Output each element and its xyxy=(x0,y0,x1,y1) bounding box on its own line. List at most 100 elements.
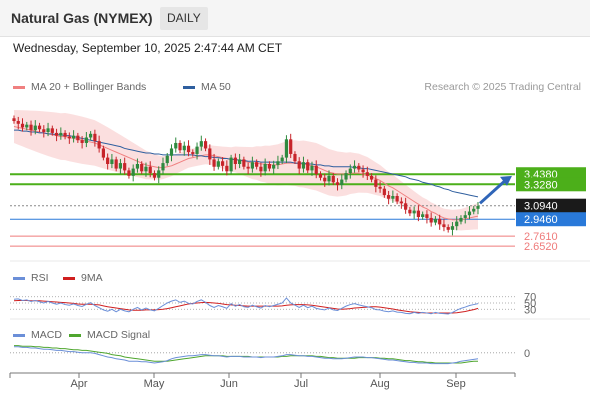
level-tag-2 xyxy=(516,198,586,213)
rsi-legend-label-0: RSI xyxy=(31,272,49,284)
labels: MA 20 + Bollinger Bands MA 50 Research © 2… xyxy=(13,81,586,390)
rsi-legend-swatch-0 xyxy=(13,277,25,280)
candle-body xyxy=(259,166,263,172)
candle-body xyxy=(395,196,399,202)
x-tick-label-2: Jun xyxy=(220,378,238,390)
candle-body xyxy=(331,175,335,183)
candle-body xyxy=(369,175,374,180)
candle-body xyxy=(127,170,131,176)
candle-body xyxy=(250,162,254,169)
candle-body xyxy=(335,182,340,186)
level-label-4: 2.7610 xyxy=(524,231,558,243)
candle-body xyxy=(455,221,459,227)
candle-body xyxy=(199,141,203,147)
candle-body xyxy=(157,170,161,178)
candle-body xyxy=(140,164,144,172)
candle-body xyxy=(412,210,416,214)
macd-line xyxy=(14,346,479,365)
candle-body xyxy=(416,210,421,218)
candle-body xyxy=(306,162,310,171)
candle-body xyxy=(387,195,391,199)
bollinger-area xyxy=(14,110,478,231)
rsi-legend-label-1: 9MA xyxy=(81,272,103,284)
candle-body xyxy=(391,196,395,199)
candle-body xyxy=(297,161,301,169)
candle-body xyxy=(20,123,25,128)
candle-body xyxy=(233,157,237,164)
candle-body xyxy=(93,133,97,142)
candle-body xyxy=(118,163,123,169)
timestamp: Wednesday, September 10, 2025 2:47:44 AM… xyxy=(13,41,283,55)
candle-body xyxy=(208,148,212,160)
candle-body xyxy=(246,166,250,169)
candle-body xyxy=(25,124,29,128)
indicators xyxy=(10,296,515,365)
price-legend-swatch-1 xyxy=(183,86,195,89)
candle-body xyxy=(238,159,242,164)
level-label-5: 2.6520 xyxy=(524,241,558,253)
candle-body xyxy=(280,157,284,162)
rsi-legend-swatch-1 xyxy=(63,277,75,280)
candle-body xyxy=(37,125,42,130)
candle-body xyxy=(344,173,348,180)
prediction-arrow-shaft xyxy=(478,178,508,205)
macd-legend-label-0: MACD xyxy=(31,329,62,341)
level-tag-3 xyxy=(516,212,586,227)
candle-body xyxy=(182,145,186,151)
candle-body xyxy=(365,172,369,176)
candle-body xyxy=(293,153,297,162)
candle-body xyxy=(404,203,408,210)
candle-body xyxy=(472,208,476,212)
period-tab-daily[interactable]: DAILY xyxy=(160,7,208,30)
candle-body xyxy=(361,169,365,173)
candle-body xyxy=(467,211,472,216)
ma50-line xyxy=(14,129,479,198)
candle-body xyxy=(348,168,352,174)
candle-body xyxy=(267,164,272,169)
candle-body xyxy=(289,139,293,154)
candle-body xyxy=(327,175,331,182)
candle-body xyxy=(114,159,118,169)
candle-body xyxy=(323,177,327,182)
candle-body xyxy=(476,206,480,209)
candle-body xyxy=(310,165,314,171)
candle-body xyxy=(135,164,140,169)
candle-body xyxy=(272,164,276,169)
candles xyxy=(12,115,512,236)
candle-body xyxy=(71,135,76,139)
candle-body xyxy=(378,186,382,189)
macd-legend-swatch-1 xyxy=(69,334,81,337)
candle-body xyxy=(169,148,174,156)
candle-body xyxy=(446,227,450,230)
candle-body xyxy=(174,142,178,149)
candle-body xyxy=(152,173,157,178)
candle-body xyxy=(425,214,429,218)
candle-body xyxy=(97,141,101,149)
candle-body xyxy=(450,226,455,230)
candle-body xyxy=(186,145,191,153)
candle-body xyxy=(442,224,446,228)
rsi-level-label-0: 70 xyxy=(524,292,536,304)
candle-body xyxy=(101,148,105,158)
x-tick-label-4: Aug xyxy=(370,378,390,390)
candle-body xyxy=(408,209,412,214)
candle-body xyxy=(178,142,182,151)
candle-body xyxy=(276,161,280,165)
candle-body xyxy=(229,157,233,172)
candle-body xyxy=(29,124,33,131)
candle-body xyxy=(195,146,199,154)
candle-body xyxy=(191,152,195,154)
candle-body xyxy=(255,162,259,167)
candle-body xyxy=(284,139,289,158)
candle-body xyxy=(382,188,386,196)
candle-body xyxy=(459,217,463,222)
candle-body xyxy=(59,132,63,136)
candle-body xyxy=(144,166,148,172)
level-label-1: 3.3280 xyxy=(524,179,558,191)
candle-body xyxy=(161,163,165,171)
candle-body xyxy=(263,164,267,172)
candle-body xyxy=(301,162,306,169)
macd-legend-swatch-0 xyxy=(13,334,25,337)
ma20-line xyxy=(13,126,479,221)
